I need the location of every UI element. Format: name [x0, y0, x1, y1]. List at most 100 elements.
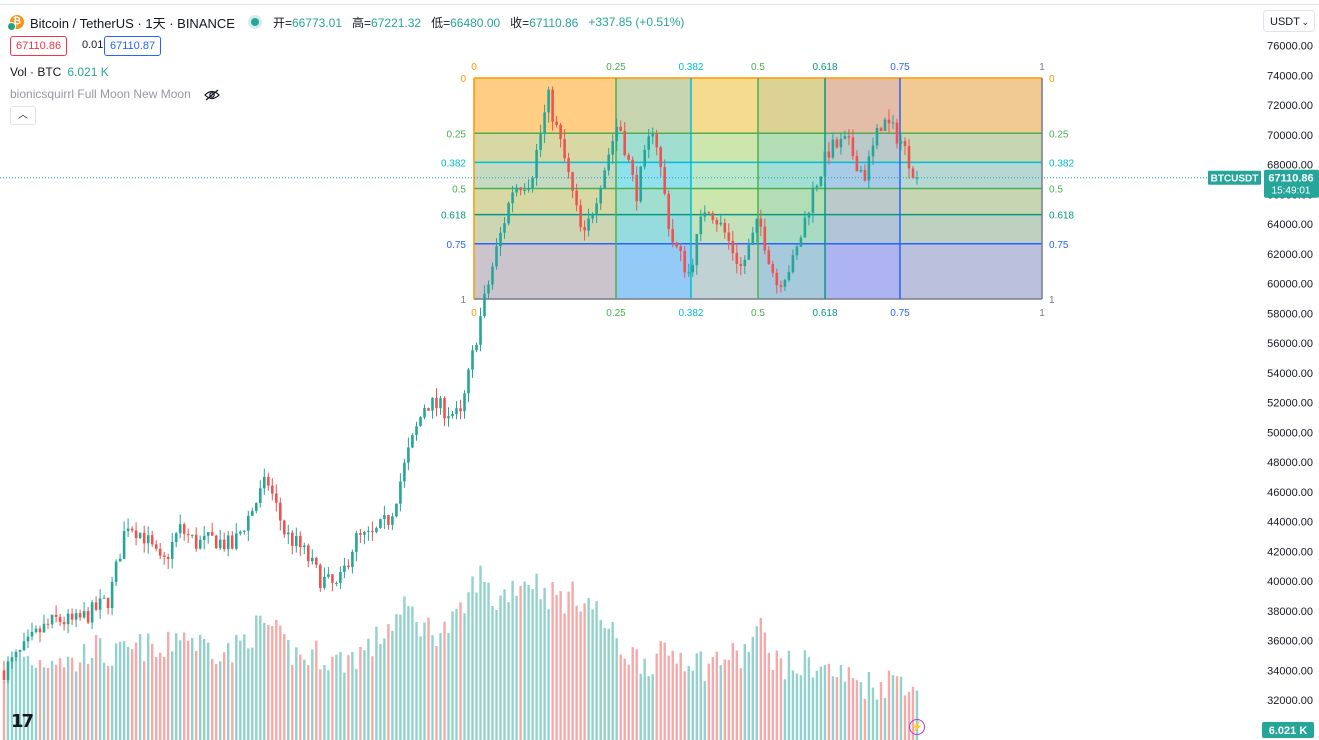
volume-bar [391, 630, 394, 740]
candle-body [467, 369, 470, 394]
volume-bar [623, 658, 626, 740]
volume-bar [38, 660, 42, 740]
fib-time-label-top: 0.382 [678, 62, 703, 73]
volume-bar [235, 634, 238, 740]
candle-body [459, 408, 462, 412]
volume-bar [507, 602, 510, 740]
candle-body [347, 565, 350, 568]
volume-bar [343, 672, 346, 740]
fib-level-label-left: 0.5 [452, 185, 466, 196]
volume-bar [551, 582, 554, 740]
indicator-legend[interactable]: bionicsquirrl Full Moon New Moon [10, 87, 220, 101]
volume-bar [447, 632, 450, 740]
volume-legend[interactable]: Vol · BTC 6.021 K [10, 65, 109, 79]
volume-bar [70, 657, 74, 740]
fib-level-label-right: 0 [1049, 74, 1055, 85]
candle-body [439, 398, 442, 409]
volume-bar [167, 631, 170, 740]
volume-bar [815, 670, 819, 740]
candle-body [851, 137, 855, 157]
candle-body [523, 189, 526, 191]
volume-bar [603, 628, 606, 740]
candle-body [735, 253, 739, 264]
candle-body [751, 232, 755, 245]
candle-body [911, 168, 915, 179]
volume-bar [571, 581, 574, 740]
candle-body [186, 533, 190, 536]
hide-eye-icon[interactable] [204, 89, 220, 101]
volume-bar [735, 650, 738, 740]
volume-bar [50, 660, 54, 740]
price-tick-label: 38000.00 [1267, 606, 1313, 618]
volume-bar [62, 667, 66, 740]
price-tag-value: 67110.86 [1268, 173, 1313, 185]
price-tick-label: 68000.00 [1267, 160, 1313, 172]
volume-bar [110, 665, 114, 740]
candle-body [391, 516, 394, 525]
volume-bar [747, 652, 750, 740]
volume-bar [591, 609, 594, 740]
volume-bar [387, 624, 390, 740]
candle-body [859, 170, 863, 172]
volume-bar [443, 621, 446, 740]
candle-body [875, 127, 879, 146]
volume-bar [118, 641, 122, 740]
price-tag-bg [1264, 169, 1319, 198]
candle-body [339, 571, 342, 583]
indicator-legend-label: bionicsquirrl Full Moon New Moon [10, 87, 191, 101]
candle-body [763, 226, 767, 251]
candle-body [811, 187, 815, 213]
candle-body [2, 670, 6, 680]
volume-bar [867, 671, 871, 740]
volume-bar [275, 619, 278, 740]
volume-bar [315, 640, 318, 740]
candle-body [271, 485, 274, 494]
volume-bar [431, 635, 434, 740]
chevron-down-icon: ⌄ [1301, 17, 1309, 27]
sell-price-button[interactable]: 67110.86 [10, 36, 68, 56]
volume-bar [515, 595, 518, 740]
candle-body [403, 462, 406, 482]
candle-body [371, 530, 374, 533]
candle-body [443, 398, 446, 419]
candle-body [707, 212, 711, 214]
candle-body [775, 272, 779, 286]
candle-body [823, 151, 827, 177]
buy-price-button[interactable]: 67110.87 [104, 36, 162, 56]
volume-bar [479, 565, 482, 740]
volume-bar [239, 640, 242, 740]
candle-body [299, 536, 302, 548]
volume-bar [18, 658, 22, 740]
collapse-legend-button[interactable]: ︿ [10, 106, 36, 125]
volume-bar [371, 656, 374, 740]
candle-body [655, 134, 658, 148]
volume-bar [331, 656, 334, 740]
currency-select[interactable]: USDT ⌄ [1263, 10, 1315, 32]
volume-bar [327, 670, 330, 740]
symbol-tag-bg [1208, 170, 1261, 185]
volume-bar [567, 591, 570, 740]
candle-body [134, 530, 138, 538]
candle-body [847, 136, 851, 138]
candle-body [118, 558, 122, 562]
tradingview-logo-icon[interactable]: 17 [11, 711, 34, 732]
ohlc-high: 高=67221.32 [352, 15, 422, 30]
volume-bar [367, 638, 370, 740]
symbol-title[interactable]: Bitcoin / TetherUS · 1天 · BINANCE [30, 15, 235, 31]
candle-body [363, 531, 366, 535]
fib-time-label-top: 0 [471, 62, 477, 73]
candle-body [659, 147, 662, 168]
candle-body [351, 551, 354, 568]
lightning-icon[interactable]: ⚡ [909, 719, 925, 735]
volume-bar [659, 641, 662, 740]
volume-bar [471, 576, 474, 740]
candle-body [575, 190, 578, 206]
volume-bar [339, 652, 342, 740]
candle-body [427, 408, 430, 411]
volume-bar [743, 644, 746, 740]
candle-body [843, 136, 847, 140]
volume-bar [843, 681, 847, 740]
volume-bar [347, 655, 350, 740]
candle-body [807, 212, 811, 218]
